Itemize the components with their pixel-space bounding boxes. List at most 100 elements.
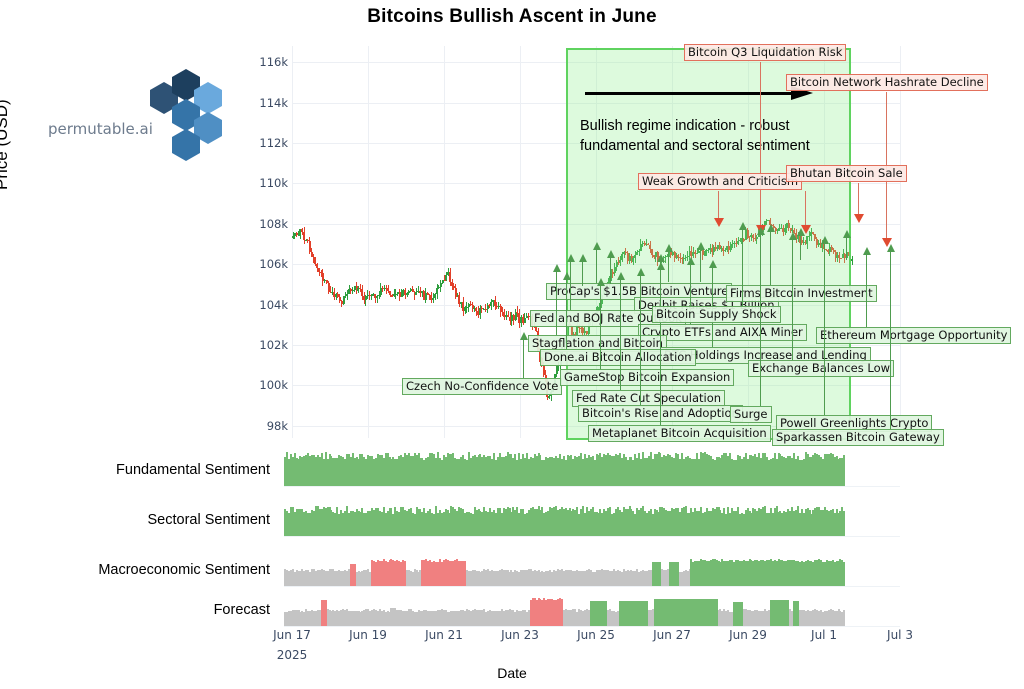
brand-logo: permutable.ai (40, 69, 240, 168)
connector-pos-9-head (616, 272, 625, 280)
connector-pos-3-head (566, 254, 575, 262)
connector-pos-extra-2 (668, 252, 669, 282)
connector-pos-18-head (886, 244, 895, 252)
x-tick-Jul-3: Jul 3 (887, 628, 913, 642)
connector-neg-1-head (881, 238, 892, 247)
y-axis-title: Price (USD) (0, 99, 11, 190)
annotation-pos-12[interactable]: Firms Bitcoin Investment (726, 285, 877, 302)
x-tick-Jun-29: Jun 29 (729, 628, 767, 642)
y-tick-112k: 112k (259, 135, 288, 150)
y-tick-108k: 108k (259, 216, 288, 231)
regime-line-1: Bullish regime indication - robust (580, 118, 790, 134)
brand-wordmark: permutable.ai (48, 120, 153, 138)
connector-pos-11 (660, 270, 661, 425)
sentiment-strip-3 (284, 592, 900, 626)
connector-pos-extra-0 (582, 262, 583, 286)
connector-pos-1 (596, 250, 597, 283)
annotation-neg-2[interactable]: Weak Growth and Criticism (638, 173, 803, 190)
annotation-pos-4[interactable]: Crypto ETFs and AIXA Miner (638, 324, 807, 341)
connector-neg-2-head (713, 218, 724, 227)
connector-pos-extra-2-head (664, 244, 673, 252)
annotation-pos-11[interactable]: Metaplanet Bitcoin Acquisition (588, 425, 771, 442)
connector-neg-2 (718, 191, 719, 218)
connector-neg-extra-1-head (800, 225, 811, 234)
annotation-neg-1[interactable]: Bitcoin Network Hashrate Decline (786, 74, 988, 91)
annotation-pos-18[interactable]: Sparkassen Bitcoin Gateway (772, 429, 944, 446)
annotation-neg-3[interactable]: Bhutan Bitcoin Sale (786, 165, 907, 182)
connector-pos-7-head (562, 272, 571, 280)
sentiment-strip-0 (284, 452, 900, 486)
connector-pos-16 (760, 235, 761, 406)
connector-pos-1-head (592, 242, 601, 250)
connector-pos-7 (566, 280, 567, 349)
connector-pos-8-head (596, 278, 605, 286)
connector-pos-extra-4-head (796, 228, 805, 236)
connector-pos-4-head (686, 257, 695, 265)
connector-pos-12-head (766, 224, 775, 232)
sentiment-strip-1 (284, 502, 900, 536)
strip-label-2: Macroeconomic Sentiment (98, 562, 270, 578)
page-title: Bitcoins Bullish Ascent in June (367, 6, 657, 27)
connector-pos-5 (556, 272, 557, 335)
strip-label-0: Fundamental Sentiment (116, 462, 270, 478)
connector-pos-11-head (656, 262, 665, 270)
strip-baseline-3 (284, 626, 900, 627)
annotation-pos-7[interactable]: Done.ai Bitcoin Allocation (540, 349, 696, 366)
connector-neg-3-head (853, 214, 864, 223)
annotation-pos-14[interactable]: Ethereum Mortgage Opportunity (816, 327, 1012, 344)
connector-pos-13 (742, 230, 743, 306)
connector-pos-14-head (862, 247, 871, 255)
regime-trend-arrow-icon (585, 86, 820, 100)
connector-pos-0 (523, 340, 524, 378)
connector-pos-10-head (636, 268, 645, 276)
connector-pos-extra-3-head (696, 242, 705, 250)
connector-pos-5-head (552, 264, 561, 272)
x-tick-Jun-25: Jun 25 (577, 628, 615, 642)
y-tick-102k: 102k (259, 338, 288, 353)
annotation-pos-15[interactable]: Exchange Balances Low (748, 360, 895, 377)
strip-baseline-0 (284, 486, 900, 487)
annotation-pos-16[interactable]: Surge (730, 406, 772, 423)
connector-pos-15 (792, 240, 793, 360)
annotation-pos-0[interactable]: Czech No-Confidence Vote (402, 378, 563, 395)
annotation-pos-9[interactable]: Fed Rate Cut Speculation (572, 390, 726, 407)
annotation-neg-0[interactable]: Bitcoin Q3 Liquidation Risk (684, 44, 847, 61)
connector-pos-12 (770, 232, 771, 285)
y-tick-100k: 100k (259, 378, 288, 393)
connector-pos-18 (890, 252, 891, 429)
connector-pos-extra-5-head (842, 230, 851, 238)
connector-pos-extra-5 (846, 238, 847, 260)
connector-pos-17-head (820, 236, 829, 244)
annotation-pos-8[interactable]: GameStop Bitcoin Expansion (560, 369, 735, 386)
x-tick-Jun-23: Jun 23 (501, 628, 539, 642)
connector-pos-extra-4 (800, 236, 801, 260)
x-tick-Jun-27: Jun 27 (653, 628, 691, 642)
connector-neg-extra-1 (805, 191, 806, 225)
connector-pos-13-head (738, 222, 747, 230)
connector-neg-0 (760, 62, 761, 225)
connector-pos-8 (600, 286, 601, 369)
connector-pos-2-head (656, 254, 665, 262)
x-tick-year: 2025 (276, 648, 308, 662)
y-axis-tick-labels: 116k 114k 112k 110k 108k 106k 104k 102k 100k 98k (232, 46, 288, 438)
connector-pos-extra-1-head (606, 250, 615, 258)
strip-label-1: Sectoral Sentiment (147, 512, 270, 528)
connector-pos-4 (690, 265, 691, 324)
connector-pos-0-head (519, 332, 528, 340)
connector-neg-3 (858, 183, 859, 214)
connector-pos-15-head (788, 232, 797, 240)
y-tick-98k: 98k (266, 418, 288, 433)
y-tick-116k: 116k (259, 55, 288, 70)
y-tick-110k: 110k (259, 176, 288, 191)
annotation-pos-3[interactable]: Fed and BOJ Rate Outlook (530, 310, 686, 327)
connector-pos-10 (640, 276, 641, 405)
strip-baseline-2 (284, 586, 900, 587)
regime-line-2: fundamental and sectoral sentiment (580, 138, 810, 154)
y-tick-104k: 104k (259, 297, 288, 312)
connector-pos-17 (824, 244, 825, 415)
annotation-pos-13[interactable]: Bitcoin Supply Shock (652, 306, 781, 323)
x-tick-Jul-1: Jul 1 (811, 628, 837, 642)
x-tick-Jun-19: Jun 19 (349, 628, 387, 642)
x-axis-title: Date (497, 665, 527, 681)
strip-label-3: Forecast (213, 602, 270, 618)
